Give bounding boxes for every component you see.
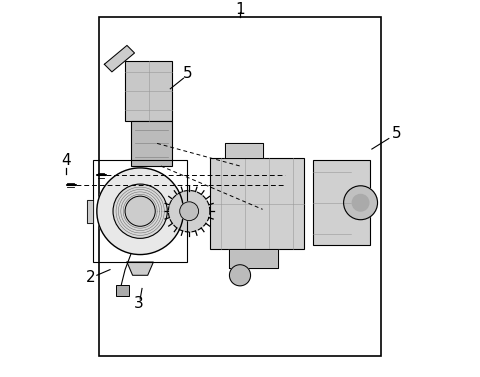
Circle shape [229, 265, 251, 286]
Text: 5: 5 [182, 66, 192, 81]
Circle shape [352, 195, 369, 211]
Circle shape [180, 202, 199, 221]
Polygon shape [225, 143, 263, 158]
Text: 5: 5 [392, 127, 401, 141]
Circle shape [125, 196, 155, 226]
Bar [313, 160, 370, 245]
Bar [116, 285, 129, 296]
Circle shape [344, 186, 377, 220]
Polygon shape [87, 200, 93, 222]
Text: 4: 4 [61, 153, 71, 168]
Text: 1: 1 [235, 2, 245, 17]
Polygon shape [127, 262, 153, 275]
Text: 2: 2 [86, 270, 96, 285]
Polygon shape [228, 249, 277, 268]
Bar [131, 121, 172, 166]
Bar [125, 61, 172, 121]
Circle shape [97, 168, 183, 254]
Text: 3: 3 [133, 296, 143, 311]
Polygon shape [104, 46, 134, 72]
Circle shape [168, 190, 210, 232]
Circle shape [113, 184, 168, 238]
Bar [210, 158, 304, 249]
Bar [99, 17, 381, 356]
